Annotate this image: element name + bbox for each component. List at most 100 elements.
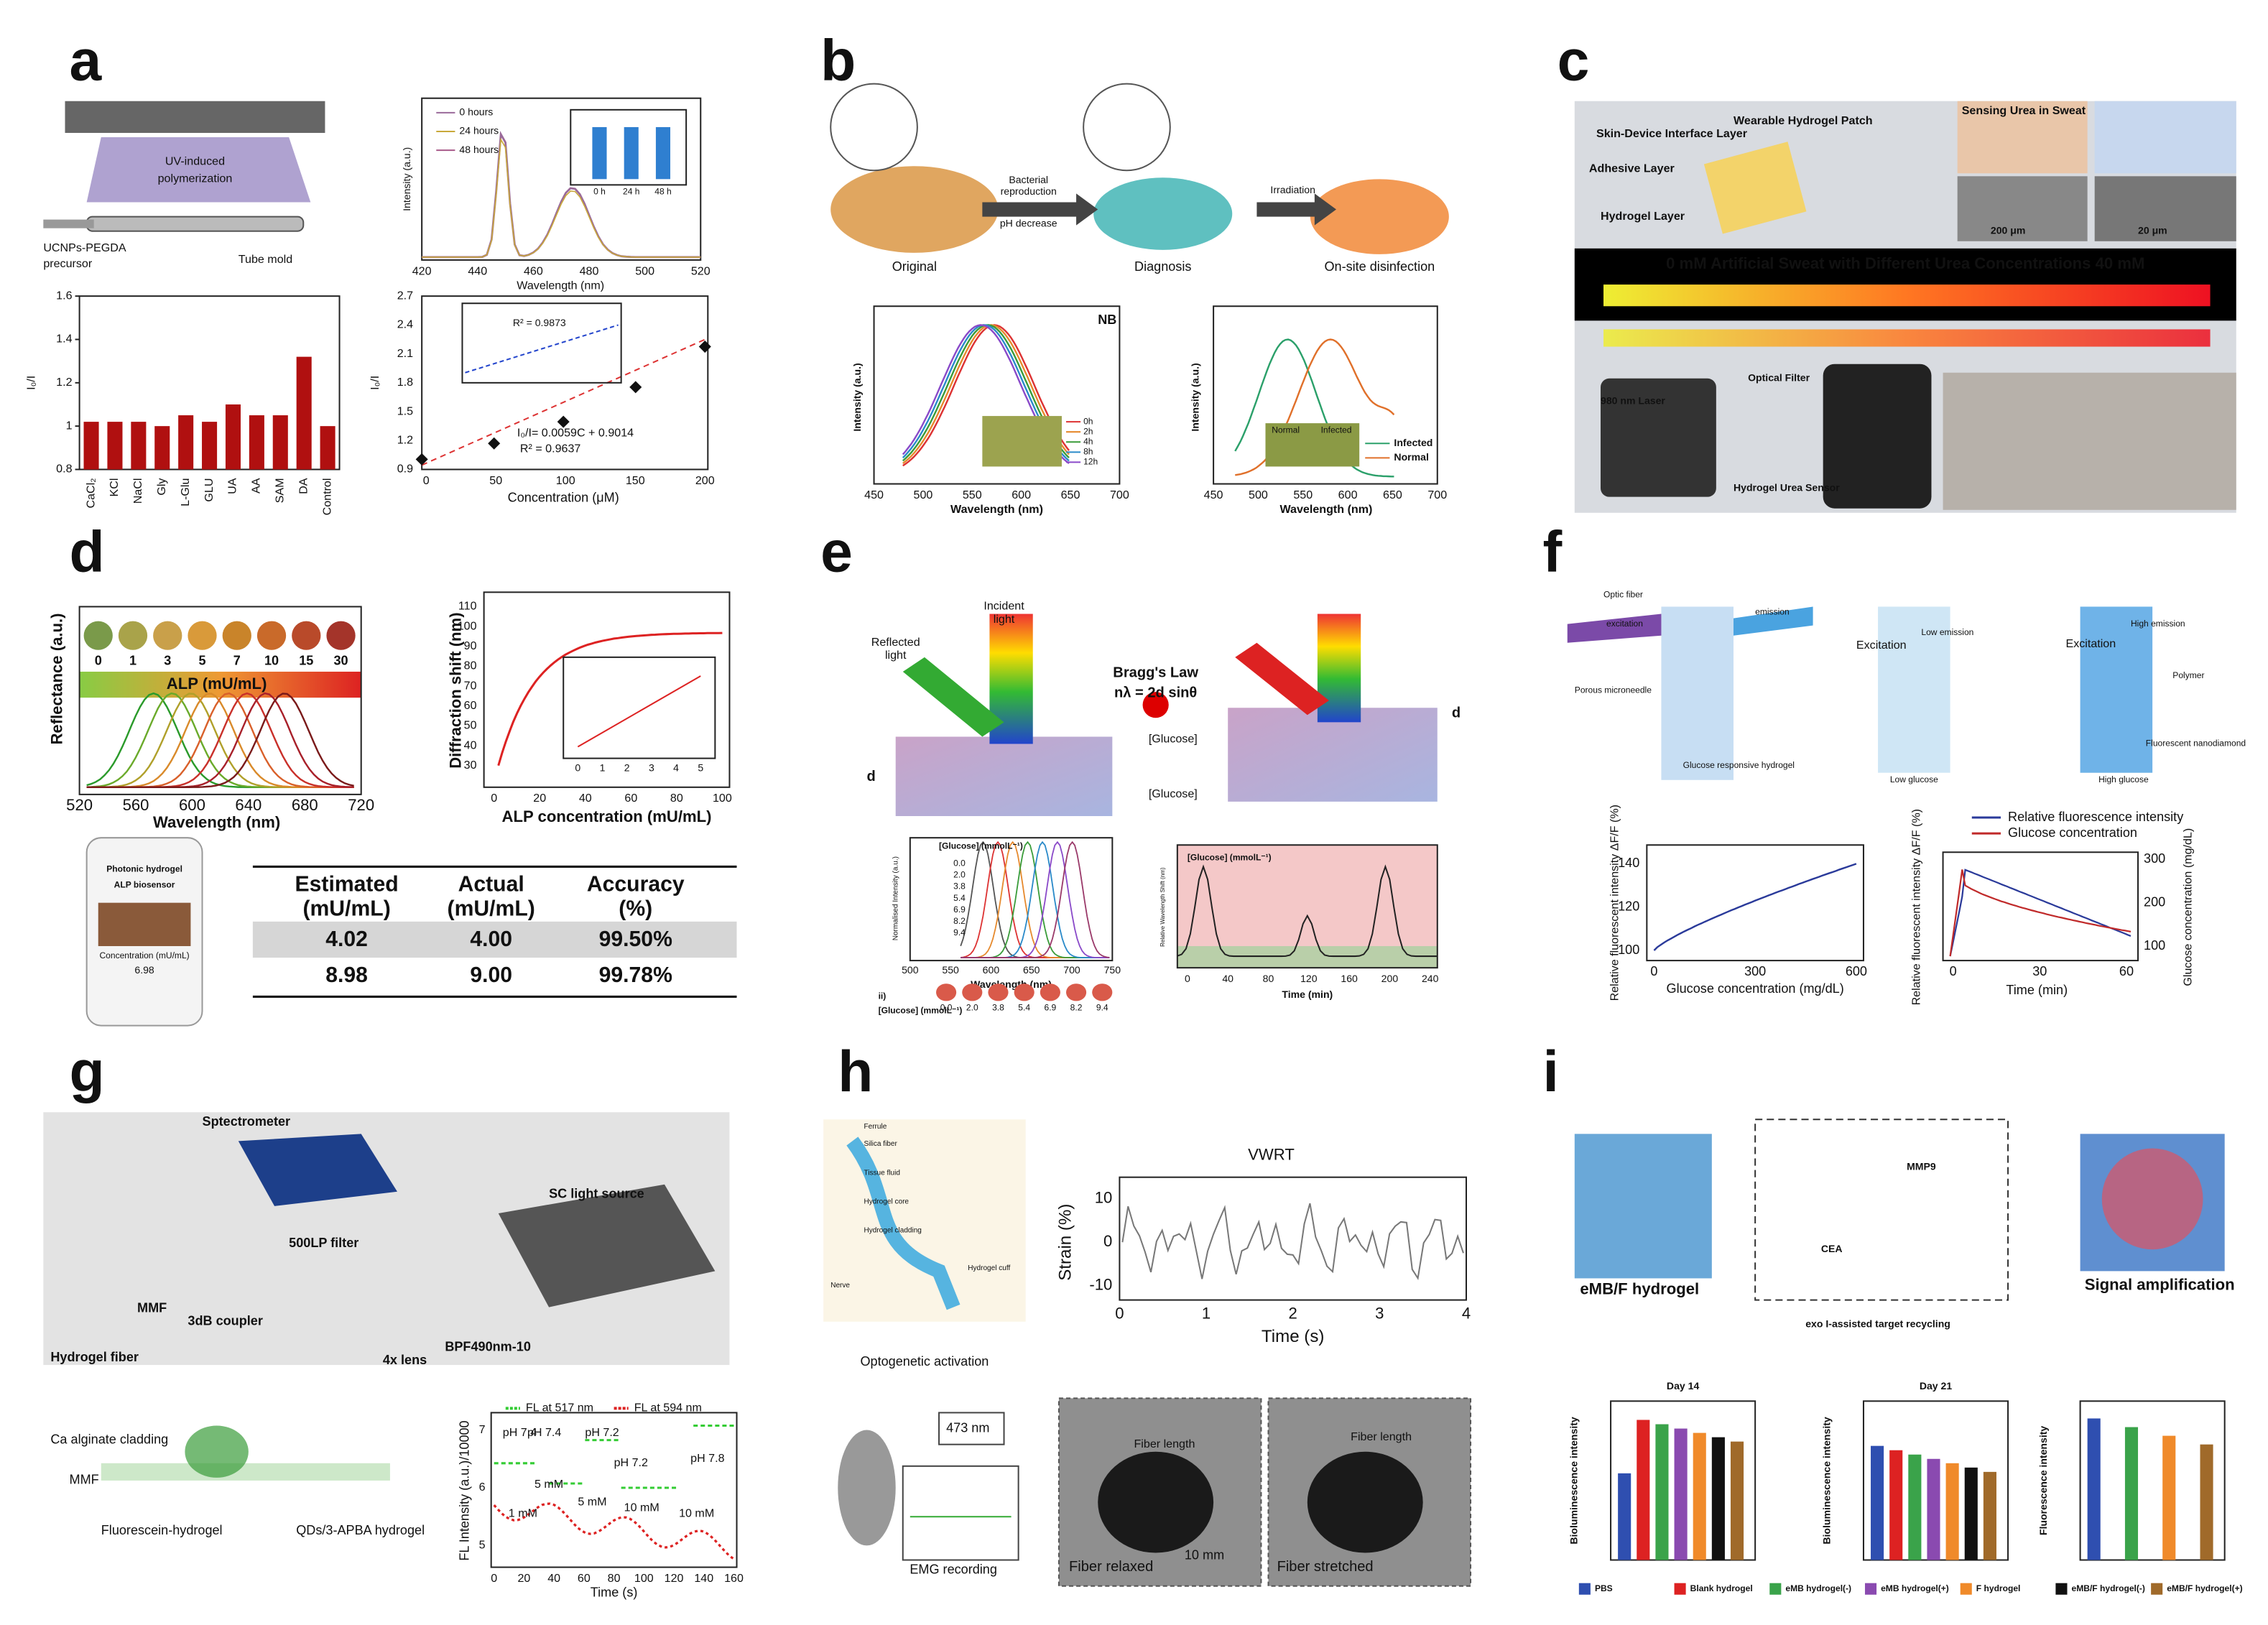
x-tick-label: 40 bbox=[1222, 973, 1233, 984]
text: precursor bbox=[43, 257, 93, 270]
glucose-dot bbox=[1065, 983, 1087, 1001]
bar bbox=[296, 356, 312, 470]
legend-swatch bbox=[1578, 1583, 1591, 1595]
axes bbox=[1646, 844, 1864, 962]
urea-gradient bbox=[1603, 329, 2211, 347]
text: Photonic hydrogel bbox=[106, 864, 182, 874]
x-tick-label: 720 bbox=[348, 796, 374, 814]
x-tick-label: 650 bbox=[1383, 489, 1402, 501]
curve bbox=[960, 841, 1110, 958]
legend-label: 48 hours bbox=[459, 144, 499, 155]
text: 99.50% bbox=[599, 927, 672, 951]
panel-label: i bbox=[1543, 1040, 1559, 1104]
text: eMB/F hydrogel bbox=[1580, 1279, 1699, 1297]
x-tick-label: 100 bbox=[713, 792, 732, 805]
text: Optogenetic activation bbox=[860, 1354, 989, 1369]
text: Concentration (μM) bbox=[508, 490, 619, 504]
text: 0.0 bbox=[940, 1003, 953, 1013]
x-tick-label: 40 bbox=[547, 1572, 560, 1585]
bar bbox=[131, 422, 147, 470]
legend-label: 24 hours bbox=[459, 125, 499, 136]
text: light bbox=[885, 649, 907, 662]
axes bbox=[1176, 844, 1438, 969]
x-tick-label: 0 bbox=[423, 474, 430, 487]
mouse bbox=[1098, 1451, 1214, 1553]
text: polymerization bbox=[158, 172, 233, 185]
legend-label: 8.2 bbox=[953, 916, 966, 926]
x-tick-label: 500 bbox=[635, 264, 654, 277]
text: 473 nm bbox=[946, 1420, 989, 1435]
text: Polymer bbox=[2172, 670, 2204, 680]
x-tick-label: 200 bbox=[695, 474, 715, 487]
panel-label: h bbox=[838, 1040, 873, 1104]
curve bbox=[1234, 338, 1394, 478]
text: Time (min) bbox=[1282, 989, 1333, 1000]
text: Reflected bbox=[871, 636, 920, 649]
y-tick-label: 50 bbox=[464, 719, 477, 732]
baseline-band bbox=[1177, 945, 1438, 968]
y-tick-label: 0.9 bbox=[397, 463, 413, 476]
legend-label: F hydrogel bbox=[1976, 1583, 2021, 1593]
x-tick-label: 0 bbox=[1115, 1305, 1124, 1323]
sample-dot bbox=[256, 621, 287, 650]
bar-graphic bbox=[1655, 1424, 1669, 1560]
x-tick-label: 550 bbox=[1293, 489, 1313, 501]
text: Sensing Urea in Sweat bbox=[1962, 104, 2086, 117]
text: ALP (mU/mL) bbox=[167, 675, 267, 693]
text: exo I-assisted target recycling bbox=[1805, 1318, 1950, 1330]
uv-beam bbox=[86, 137, 311, 203]
y-tick-label: 10 bbox=[1095, 1189, 1113, 1207]
y-tick-label: 1 bbox=[66, 419, 73, 432]
text: Wearable Hydrogel Patch bbox=[1734, 114, 1873, 127]
point bbox=[415, 453, 428, 466]
sample-dot bbox=[153, 621, 182, 650]
text: FL Intensity (a.u.)/10000 bbox=[457, 1420, 471, 1560]
text: Hydrogel fiber bbox=[50, 1350, 139, 1364]
x-tick-label: 60 bbox=[624, 792, 637, 805]
text: Wavelength (nm) bbox=[153, 813, 280, 831]
x-tick-label: 600 bbox=[179, 796, 205, 814]
text: 2.0 bbox=[966, 1003, 978, 1013]
x-tick-label: 750 bbox=[1104, 964, 1121, 976]
point bbox=[557, 415, 570, 428]
text: Adhesive Layer bbox=[1589, 162, 1675, 175]
text: NB bbox=[1098, 312, 1116, 327]
glucose-dot bbox=[962, 983, 983, 1001]
legend-label: 5.4 bbox=[953, 893, 966, 903]
legend-label: 0.0 bbox=[953, 858, 966, 869]
y-tick-label: 90 bbox=[464, 639, 477, 652]
text: Reflectance (a.u.) bbox=[47, 613, 65, 744]
mechanism-box bbox=[1754, 1119, 2009, 1301]
text: 4x lens bbox=[383, 1353, 427, 1367]
text: 99.78% bbox=[599, 963, 672, 987]
curve bbox=[902, 324, 1070, 467]
bar-graphic bbox=[1871, 1445, 1884, 1560]
fit-line bbox=[465, 324, 619, 374]
bar-graphic bbox=[1908, 1454, 1922, 1560]
arrow bbox=[982, 193, 1098, 226]
mouse bbox=[838, 1430, 896, 1546]
text: Actual bbox=[458, 873, 524, 897]
photo bbox=[1957, 101, 2088, 174]
panel-label: c bbox=[1557, 29, 1590, 93]
x-tick-label: 1 bbox=[1202, 1305, 1211, 1323]
text: Day 21 bbox=[1920, 1380, 1953, 1392]
x-tick-label: 0 bbox=[491, 1572, 497, 1585]
y-tick-label: 0.8 bbox=[56, 463, 72, 476]
text: Normalised Intensity (a.u.) bbox=[892, 856, 899, 940]
text: pH 7.4 bbox=[527, 1426, 561, 1439]
photonic-hydrogel bbox=[1228, 708, 1438, 802]
curve bbox=[1177, 864, 1438, 958]
x-tick-label: 640 bbox=[235, 796, 261, 814]
point bbox=[698, 341, 711, 353]
y-tick-label: 1.5 bbox=[397, 404, 413, 417]
y-tick-label: 40 bbox=[464, 739, 477, 751]
x-tick-label: 20 bbox=[517, 1572, 530, 1585]
text: pH decrease bbox=[1000, 217, 1057, 228]
text: 5.4 bbox=[1018, 1003, 1030, 1013]
x-tick-label: SAM bbox=[274, 478, 287, 504]
y-tick-label: 2.4 bbox=[397, 318, 413, 331]
inset-bar bbox=[592, 126, 607, 180]
text: Time (min) bbox=[2006, 983, 2068, 997]
text: 9.00 bbox=[470, 963, 512, 987]
